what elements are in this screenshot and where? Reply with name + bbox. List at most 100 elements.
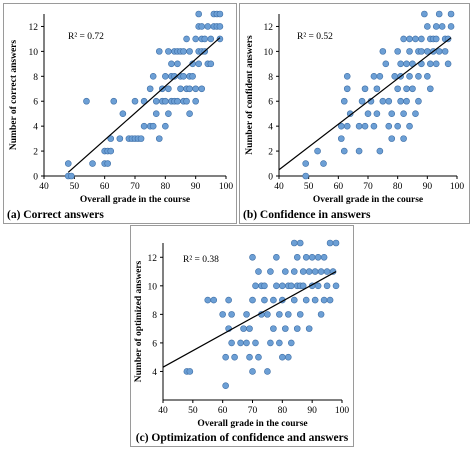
data-point <box>192 85 199 93</box>
y-tick-label: 12 <box>264 23 274 33</box>
y-tick-label: 8 <box>33 73 38 83</box>
data-point <box>155 135 163 142</box>
data-point <box>424 73 431 80</box>
data-point <box>432 35 440 43</box>
y-tick-label: 10 <box>29 48 39 58</box>
data-point <box>403 85 410 93</box>
data-point <box>204 296 212 304</box>
data-point <box>210 296 218 304</box>
data-point <box>276 311 283 318</box>
y-tick-label: 12 <box>148 254 158 264</box>
data-point <box>186 110 193 117</box>
y-tick-label: 0 <box>33 173 38 183</box>
data-point <box>406 48 413 55</box>
data-point <box>287 339 295 347</box>
data-point <box>415 73 422 80</box>
data-point <box>216 35 224 43</box>
data-point <box>261 282 268 290</box>
data-point <box>361 85 369 93</box>
data-point <box>444 60 452 68</box>
x-tick-label: 60 <box>218 406 228 416</box>
data-point <box>207 35 215 43</box>
data-point <box>174 97 181 105</box>
y-axis-label: Number of correct answers <box>9 40 19 150</box>
data-point <box>290 268 298 275</box>
x-tick-label: 50 <box>188 406 198 416</box>
data-point <box>216 10 224 18</box>
x-tick-label: 50 <box>70 182 80 192</box>
data-point <box>388 135 396 142</box>
data-point <box>249 253 256 261</box>
data-point <box>107 147 115 155</box>
chart-caption: (b) Confidence in answers <box>243 209 371 221</box>
data-point <box>296 311 304 318</box>
data-point <box>110 97 118 105</box>
data-point <box>385 122 393 130</box>
data-point <box>370 73 378 80</box>
data-point <box>314 282 322 290</box>
data-point <box>305 325 313 332</box>
data-point <box>165 110 172 117</box>
data-point <box>252 282 259 290</box>
data-point <box>302 172 309 180</box>
data-point <box>264 368 271 375</box>
data-point <box>282 325 289 332</box>
data-point <box>168 60 175 68</box>
data-point <box>427 60 434 68</box>
data-point <box>146 85 154 93</box>
data-point <box>119 110 127 117</box>
data-point <box>140 122 148 130</box>
data-point <box>308 253 316 261</box>
data-point <box>201 35 209 43</box>
data-point <box>270 296 277 304</box>
data-point <box>332 282 340 290</box>
data-point <box>165 48 172 55</box>
data-point <box>406 73 413 80</box>
x-tick-label: 100 <box>219 182 234 192</box>
y-tick-label: 4 <box>33 123 38 133</box>
data-point <box>186 368 194 375</box>
trendline <box>67 37 221 173</box>
data-point <box>358 97 366 105</box>
data-point <box>397 60 404 68</box>
data-point <box>222 353 229 361</box>
data-point <box>183 97 190 105</box>
data-point <box>279 353 286 361</box>
data-point <box>149 73 157 80</box>
data-point <box>279 282 286 290</box>
data-point <box>192 35 199 43</box>
data-point <box>340 147 348 155</box>
data-point <box>427 85 434 93</box>
data-point <box>317 268 325 275</box>
data-point <box>343 73 351 80</box>
data-point <box>320 296 328 304</box>
data-point <box>155 48 163 55</box>
data-point <box>282 268 289 275</box>
data-point <box>432 60 440 68</box>
data-point <box>355 147 363 155</box>
data-point <box>290 239 298 247</box>
data-point <box>246 325 253 332</box>
data-point <box>137 135 145 142</box>
data-point <box>270 325 277 332</box>
data-point <box>314 147 321 155</box>
data-point <box>403 60 410 68</box>
data-point <box>64 160 72 167</box>
chart-panel-confidence: 40 50 60 70 80 90 100 0 2 4 6 8 10 12 Overall grade in… <box>239 3 470 224</box>
r-squared-label: R² = 0.38 <box>183 255 219 265</box>
data-point <box>376 147 384 155</box>
data-point <box>305 268 313 275</box>
data-point <box>320 253 328 261</box>
data-point <box>273 253 280 261</box>
x-tick-label: 70 <box>130 182 140 192</box>
data-point <box>186 85 193 93</box>
data-point <box>243 311 250 318</box>
data-point <box>394 122 401 130</box>
data-point <box>406 35 413 43</box>
data-point <box>332 239 340 247</box>
data-point <box>255 353 262 361</box>
y-tick-label: 12 <box>29 23 39 33</box>
data-point <box>435 48 443 55</box>
data-point <box>376 73 384 80</box>
data-point <box>418 48 425 55</box>
